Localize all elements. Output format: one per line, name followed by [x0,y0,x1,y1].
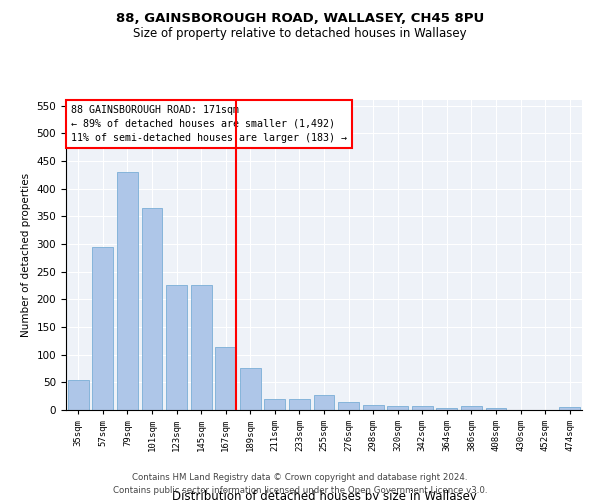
Bar [92,246,113,410]
Y-axis label: Number of detached properties: Number of detached properties [21,173,31,337]
X-axis label: Distribution of detached houses by size in Wallasey: Distribution of detached houses by size … [172,490,476,500]
Bar [314,394,334,410]
Text: 88, GAINSBOROUGH ROAD, WALLASEY, CH45 8PU: 88, GAINSBOROUGH ROAD, WALLASEY, CH45 8P… [116,12,484,26]
Bar [485,408,506,410]
Bar [142,208,163,410]
Bar [362,405,383,410]
Bar [117,172,138,410]
Bar [191,286,212,410]
Bar [436,408,457,410]
Bar [215,348,236,410]
Text: Contains public sector information licensed under the Open Government Licence v3: Contains public sector information licen… [113,486,487,495]
Bar [338,402,359,410]
Bar [240,368,261,410]
Bar [412,406,433,410]
Bar [289,399,310,410]
Text: 88 GAINSBOROUGH ROAD: 171sqm
← 89% of detached houses are smaller (1,492)
11% of: 88 GAINSBOROUGH ROAD: 171sqm ← 89% of de… [71,104,347,142]
Bar [68,380,89,410]
Bar [265,399,286,410]
Bar [461,406,482,410]
Text: Size of property relative to detached houses in Wallasey: Size of property relative to detached ho… [133,28,467,40]
Text: Contains HM Land Registry data © Crown copyright and database right 2024.: Contains HM Land Registry data © Crown c… [132,474,468,482]
Bar [166,286,187,410]
Bar [559,407,580,410]
Bar [387,406,408,410]
